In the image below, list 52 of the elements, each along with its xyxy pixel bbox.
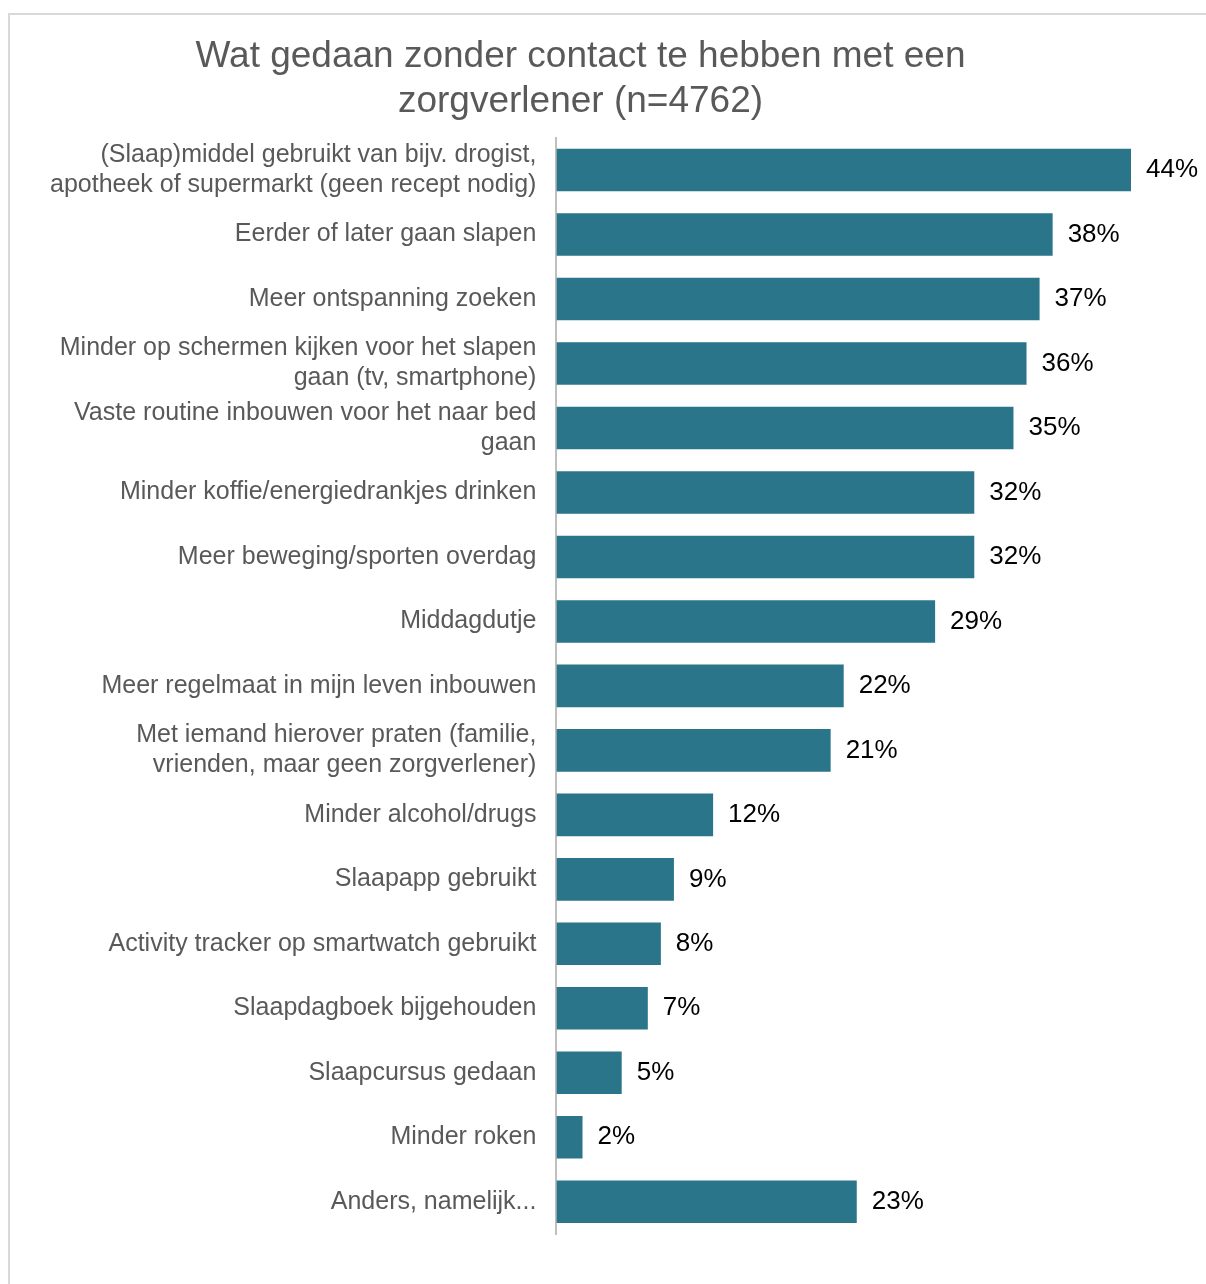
data-label: 37% (1054, 282, 1107, 313)
bar (556, 1180, 857, 1224)
y-tick-label: Slaapcursus gedaan (308, 1056, 537, 1085)
y-tick-label: Minder op schermen kijken voor het slapen gaan (tv, smartphone) (59, 332, 537, 391)
data-label: 35% (1028, 411, 1081, 442)
data-label: 38% (1067, 217, 1120, 248)
bar (556, 1116, 583, 1159)
data-label: 32% (989, 475, 1042, 506)
y-tick-label: Middagdutje (400, 605, 537, 634)
y-tick-label: Minder alcohol/drugs (304, 798, 537, 827)
bar (556, 600, 936, 643)
y-tick-label: Activity tracker op smartwatch gebruikt (108, 927, 537, 956)
bar (556, 277, 1040, 321)
y-tick-label: Vaste routine inbouwen voor het naar bed gaan (74, 396, 537, 455)
data-label: 7% (662, 991, 701, 1022)
y-tick-label: Slaapdagboek bijgehouden (233, 992, 537, 1021)
y-tick-label: Anders, namelijk... (330, 1185, 537, 1214)
data-label: 9% (688, 862, 727, 893)
bar (556, 987, 648, 1030)
bar (556, 1051, 622, 1095)
data-label: 12% (728, 798, 781, 829)
bar (556, 471, 975, 514)
y-tick-label: Meer regelmaat in mijn leven inbouwen (101, 669, 537, 698)
bar (556, 148, 1131, 192)
y-tick-label: Meer ontspanning zoeken (248, 282, 537, 311)
data-label: 23% (871, 1184, 924, 1215)
data-label: 8% (675, 927, 714, 957)
data-label: 5% (636, 1055, 675, 1086)
y-tick-label: Minder roken (390, 1121, 537, 1150)
bar (556, 858, 674, 901)
bar (556, 535, 975, 579)
y-tick-label: Met iemand hierover praten (familie, vrienden, maar geen zorgverlener) (136, 719, 537, 778)
bar (556, 729, 831, 772)
data-label: 36% (1041, 346, 1094, 377)
bar (556, 922, 661, 966)
y-tick-label: Meer beweging/sporten overdag (177, 540, 537, 569)
bar (556, 793, 714, 837)
data-label: 2% (597, 1120, 636, 1151)
y-tick-label: (Slaap)middel gebruikt van bijv. drogist, apotheek of supermarkt (geen recept nodig) (50, 138, 537, 197)
chart-title: Wat gedaan zonder contact te hebben met een zorgverlener (n=4762) (195, 34, 966, 120)
data-label: 29% (950, 604, 1003, 635)
data-label: 22% (858, 669, 911, 700)
bar (556, 213, 1053, 256)
y-tick-label: Minder koffie/energiedrankjes drinken (119, 476, 537, 505)
data-label: 21% (845, 733, 898, 764)
y-tick-label: Eerder of later gaan slapen (234, 218, 537, 247)
y-tick-label: Slaapapp gebruikt (334, 863, 537, 892)
bar (556, 342, 1027, 385)
bar (556, 664, 844, 708)
data-label: 44% (1146, 153, 1199, 184)
data-label: 32% (989, 540, 1042, 571)
bar (556, 406, 1014, 450)
